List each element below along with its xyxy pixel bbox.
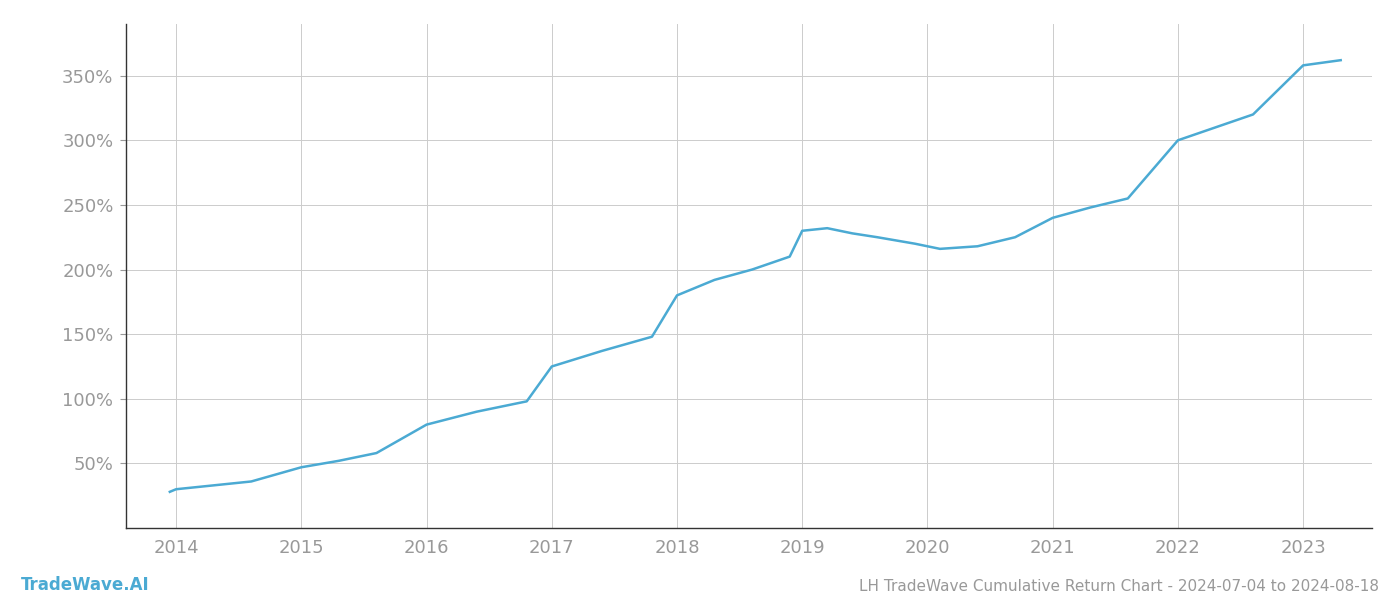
Text: LH TradeWave Cumulative Return Chart - 2024-07-04 to 2024-08-18: LH TradeWave Cumulative Return Chart - 2… [860, 579, 1379, 594]
Text: TradeWave.AI: TradeWave.AI [21, 576, 150, 594]
